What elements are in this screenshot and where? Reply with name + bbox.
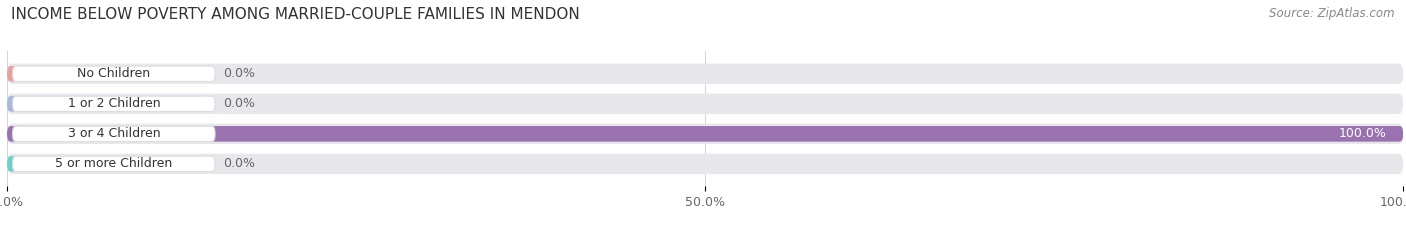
FancyBboxPatch shape [7, 126, 1403, 142]
Text: 0.0%: 0.0% [224, 67, 256, 80]
FancyBboxPatch shape [7, 66, 202, 82]
FancyBboxPatch shape [7, 124, 1403, 144]
Text: 0.0%: 0.0% [224, 157, 256, 170]
FancyBboxPatch shape [13, 96, 215, 111]
Text: 100.0%: 100.0% [1339, 127, 1386, 140]
FancyBboxPatch shape [7, 154, 1403, 174]
Text: No Children: No Children [77, 67, 150, 80]
FancyBboxPatch shape [13, 156, 215, 171]
Text: 3 or 4 Children: 3 or 4 Children [67, 127, 160, 140]
FancyBboxPatch shape [7, 94, 1403, 114]
Text: 1 or 2 Children: 1 or 2 Children [67, 97, 160, 110]
FancyBboxPatch shape [7, 96, 202, 112]
FancyBboxPatch shape [7, 64, 1403, 84]
Text: INCOME BELOW POVERTY AMONG MARRIED-COUPLE FAMILIES IN MENDON: INCOME BELOW POVERTY AMONG MARRIED-COUPL… [11, 7, 581, 22]
FancyBboxPatch shape [7, 156, 202, 172]
FancyBboxPatch shape [13, 66, 215, 82]
FancyBboxPatch shape [13, 126, 215, 141]
Text: 0.0%: 0.0% [224, 97, 256, 110]
Text: 5 or more Children: 5 or more Children [55, 157, 173, 170]
Text: Source: ZipAtlas.com: Source: ZipAtlas.com [1270, 7, 1395, 20]
